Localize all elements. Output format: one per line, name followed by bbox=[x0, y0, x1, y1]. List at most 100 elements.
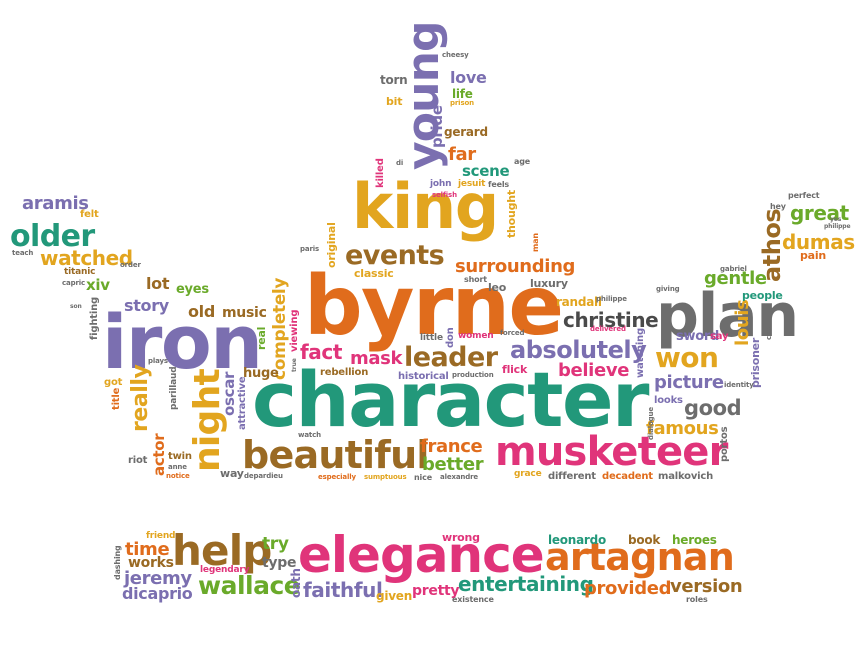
word: events bbox=[345, 242, 444, 269]
word: scene bbox=[462, 164, 509, 179]
word: randall bbox=[556, 296, 602, 308]
word: cast bbox=[766, 324, 773, 340]
word: dialogue bbox=[648, 407, 655, 440]
word: story bbox=[124, 298, 169, 314]
word: pride bbox=[430, 105, 445, 148]
word: decadent bbox=[602, 472, 653, 482]
word: giving bbox=[656, 286, 680, 293]
word: roles bbox=[686, 596, 708, 604]
word: surrounding bbox=[455, 258, 575, 276]
word: picture bbox=[654, 374, 724, 392]
word: watching bbox=[636, 328, 646, 378]
word: women bbox=[458, 332, 494, 341]
word: alexandre bbox=[440, 474, 478, 481]
word: pain bbox=[800, 250, 826, 261]
word: oscar bbox=[222, 372, 237, 416]
word: malkovich bbox=[658, 472, 713, 482]
word: man bbox=[532, 233, 540, 252]
word: way bbox=[220, 468, 244, 479]
word: music bbox=[222, 306, 267, 320]
word: oath bbox=[290, 568, 302, 598]
word: watched bbox=[40, 248, 133, 268]
word: gerard bbox=[444, 126, 488, 138]
word: grace bbox=[514, 470, 542, 479]
word: actor bbox=[152, 434, 167, 476]
word: people bbox=[742, 290, 783, 301]
word: hey bbox=[770, 203, 786, 211]
word: philippe bbox=[824, 224, 850, 230]
word: dicaprio bbox=[122, 586, 192, 602]
word: perfect bbox=[788, 192, 819, 200]
word: cheesy bbox=[442, 52, 469, 59]
word: fighting bbox=[90, 297, 100, 340]
word: notice bbox=[166, 473, 190, 480]
word: different bbox=[548, 472, 596, 482]
word: twin bbox=[168, 452, 192, 462]
word: won bbox=[655, 344, 718, 372]
word: book bbox=[628, 534, 660, 546]
word: leonardo bbox=[548, 534, 606, 546]
word: lot bbox=[146, 276, 169, 292]
word: bit bbox=[386, 96, 402, 107]
word: wrong bbox=[442, 532, 480, 543]
word: thought bbox=[506, 190, 517, 238]
word: gabriel bbox=[720, 266, 747, 273]
word: version bbox=[670, 578, 742, 596]
word: selfish bbox=[432, 192, 457, 199]
word: forced bbox=[500, 330, 524, 337]
word: classic bbox=[354, 268, 394, 279]
word: given bbox=[376, 590, 412, 602]
word: rebellion bbox=[320, 368, 368, 378]
word: heroes bbox=[672, 534, 717, 546]
word: order bbox=[120, 262, 141, 269]
word: short bbox=[464, 276, 487, 284]
word: attractive bbox=[238, 377, 248, 430]
word: viewing bbox=[290, 310, 300, 352]
word: try bbox=[262, 536, 289, 553]
word: little bbox=[420, 334, 443, 343]
word: paris bbox=[300, 246, 319, 253]
word: old bbox=[188, 304, 215, 320]
word: existence bbox=[452, 596, 494, 604]
word: legendary bbox=[200, 566, 249, 575]
word: entertaining bbox=[458, 574, 594, 594]
word: title bbox=[112, 388, 122, 410]
word: good bbox=[684, 398, 741, 419]
word: faithful bbox=[303, 580, 382, 600]
word: leader bbox=[404, 344, 498, 371]
word: beautiful bbox=[242, 436, 429, 474]
word: son bbox=[70, 304, 82, 310]
word: teach bbox=[12, 250, 33, 257]
word: plays bbox=[148, 358, 168, 365]
word: riot bbox=[128, 456, 147, 466]
word: xiv bbox=[86, 278, 110, 293]
word: friend bbox=[146, 532, 175, 541]
word: believe bbox=[558, 362, 629, 380]
word: jesuit bbox=[458, 180, 485, 189]
word: dashing bbox=[114, 545, 122, 580]
word: don bbox=[446, 327, 456, 348]
word: love bbox=[450, 70, 486, 86]
word: provided bbox=[584, 580, 671, 598]
word: aramis bbox=[22, 195, 89, 213]
word: titanic bbox=[64, 268, 95, 277]
word: famous bbox=[646, 420, 718, 438]
word: anne bbox=[168, 464, 187, 471]
word: wallace bbox=[198, 573, 300, 598]
word: delivered bbox=[590, 326, 626, 333]
word: absolutely bbox=[510, 338, 646, 362]
word: eyes bbox=[176, 283, 209, 296]
word: works bbox=[128, 556, 174, 570]
word: portos bbox=[720, 427, 730, 462]
word: feels bbox=[488, 181, 509, 189]
word: luxury bbox=[530, 278, 568, 289]
word: age bbox=[514, 158, 530, 166]
word: huge bbox=[243, 367, 279, 380]
word: historical bbox=[398, 372, 449, 382]
word: leo bbox=[488, 282, 506, 293]
word: watch bbox=[298, 432, 321, 439]
word: real bbox=[256, 327, 267, 350]
word: original bbox=[326, 222, 337, 268]
word: di bbox=[396, 160, 403, 167]
